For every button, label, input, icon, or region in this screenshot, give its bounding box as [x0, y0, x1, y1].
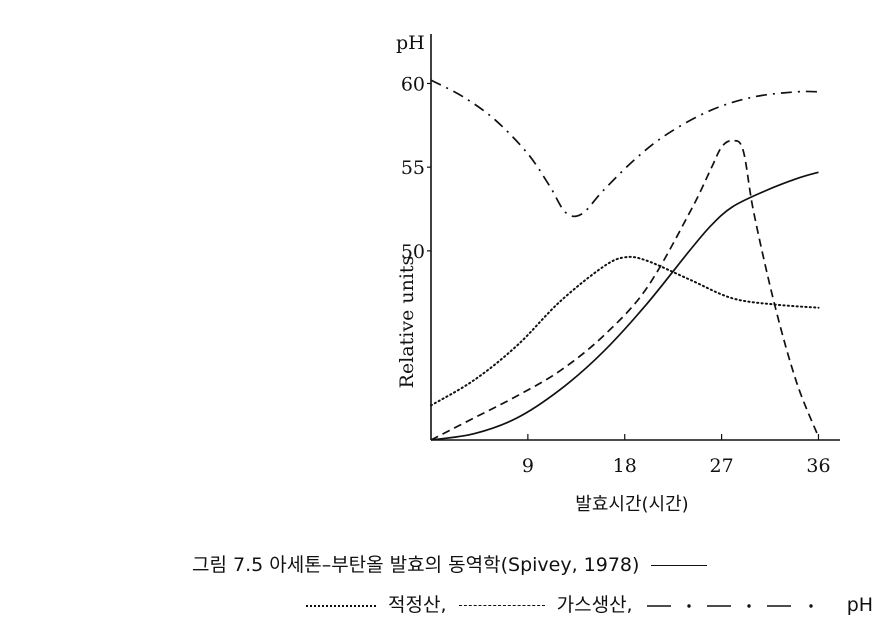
legend-dashdot-line — [646, 603, 813, 608]
series-line-dashed — [430, 139, 820, 441]
caption-line-1: 그림 7.5 아세톤–부탄올 발효의 동역학(Spivey, 1978) — [192, 550, 713, 577]
legend-label-gas-production: 가스생산, — [556, 594, 633, 616]
x-tick-label: 9 — [522, 455, 534, 477]
legend-label-ph: pH — [846, 594, 874, 616]
series-line-dashdot — [430, 79, 819, 218]
x-tick-label: 27 — [710, 455, 734, 477]
legend-label-titratable-acid: 적정산, — [388, 594, 447, 616]
ticks: 9 18 27 36 60 55 50 — [401, 73, 831, 477]
x-tick-label: 36 — [806, 455, 830, 477]
legend-dotted-line — [306, 604, 376, 607]
axes — [430, 34, 840, 441]
x-axis-label: 발효시간(시간) — [575, 494, 688, 515]
legend-dashed-line — [458, 605, 545, 606]
series-line-dotted — [430, 255, 820, 407]
legend-solid-line — [651, 565, 708, 566]
ph-tick-label: 50 — [401, 241, 425, 263]
x-tick-label: 18 — [613, 455, 637, 477]
series-line-solid — [430, 171, 819, 441]
y-axis-label: Relative units — [396, 256, 418, 389]
ph-tick-label: 60 — [401, 73, 425, 95]
series-lines — [430, 79, 820, 441]
ph-tick-label: 55 — [401, 157, 425, 179]
ph-axis-label: pH — [396, 32, 425, 54]
caption-title: 그림 7.5 아세톤–부탄올 발효의 동역학(Spivey, 1978) — [192, 554, 640, 576]
caption-line-2: 적정산, 가스생산, pH — [300, 590, 873, 617]
